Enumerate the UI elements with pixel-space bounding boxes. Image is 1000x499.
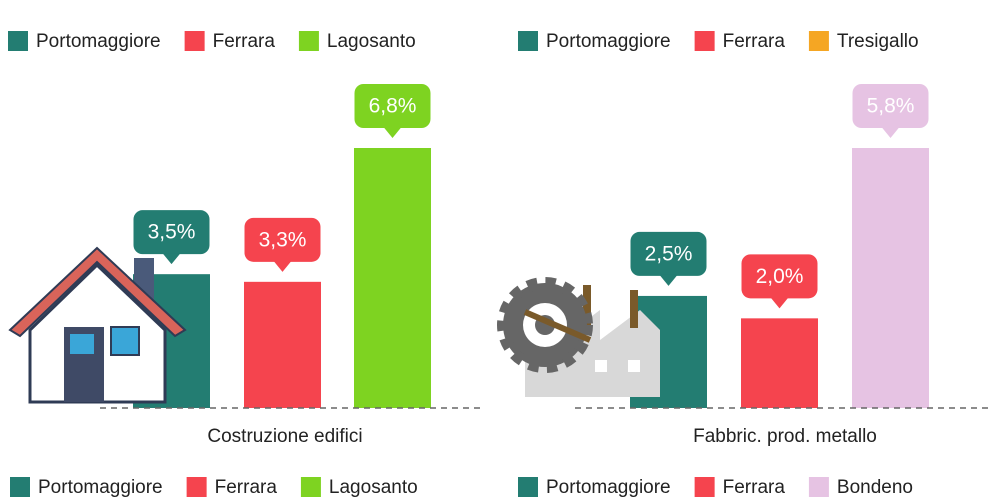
legend-label: Tresigallo xyxy=(837,31,919,52)
category-label: Fabbric. prod. metallo xyxy=(693,426,877,447)
legend-label: Lagosanto xyxy=(329,477,418,498)
bar xyxy=(741,318,818,408)
legend-swatch xyxy=(8,31,28,51)
legend-swatch xyxy=(808,31,829,51)
value-label: 5,8% xyxy=(867,95,915,118)
value-label: 6,8% xyxy=(369,95,417,118)
label-box xyxy=(852,84,929,128)
legend-label: Bondeno xyxy=(837,477,913,498)
category-label: Costruzione edifici xyxy=(207,426,362,447)
legend-swatch xyxy=(300,477,321,497)
legend-swatch xyxy=(518,31,538,51)
legend-swatch xyxy=(808,477,829,497)
house-icon xyxy=(8,246,187,404)
legend-swatch xyxy=(10,477,30,497)
value-label: 3,3% xyxy=(259,228,307,251)
legend-label: Ferrara xyxy=(215,477,278,498)
legend-label: Portomaggiore xyxy=(38,477,163,498)
legend-swatch xyxy=(184,31,205,51)
legend-label: Ferrara xyxy=(723,477,786,498)
label-box xyxy=(133,210,210,255)
bar xyxy=(354,148,431,408)
legend-swatch xyxy=(518,477,538,497)
legend-label: Ferrara xyxy=(213,31,276,52)
label-pointer xyxy=(659,274,678,286)
label-pointer xyxy=(881,127,900,138)
label-box xyxy=(244,217,321,262)
legend-swatch xyxy=(694,31,715,51)
legend-label: Lagosanto xyxy=(327,31,416,52)
label-box xyxy=(354,84,431,128)
bar xyxy=(244,281,321,408)
label-pointer xyxy=(273,260,292,272)
legend-swatch xyxy=(186,477,207,497)
value-label: 2,0% xyxy=(756,265,804,288)
legend-swatch xyxy=(298,31,319,51)
bar xyxy=(852,148,929,408)
factory-icon xyxy=(497,277,660,397)
legend-swatch xyxy=(694,477,715,497)
legend-label: Portomaggiore xyxy=(36,31,161,52)
value-label: 3,5% xyxy=(148,221,196,244)
label-pointer xyxy=(770,297,789,309)
legend-label: Ferrara xyxy=(723,31,786,52)
label-box xyxy=(630,231,707,276)
label-pointer xyxy=(383,127,402,138)
legend-label: Portomaggiore xyxy=(546,477,671,498)
label-box xyxy=(741,254,818,299)
legend-label: Portomaggiore xyxy=(546,31,671,52)
label-pointer xyxy=(162,253,181,265)
value-label: 2,5% xyxy=(645,242,693,265)
